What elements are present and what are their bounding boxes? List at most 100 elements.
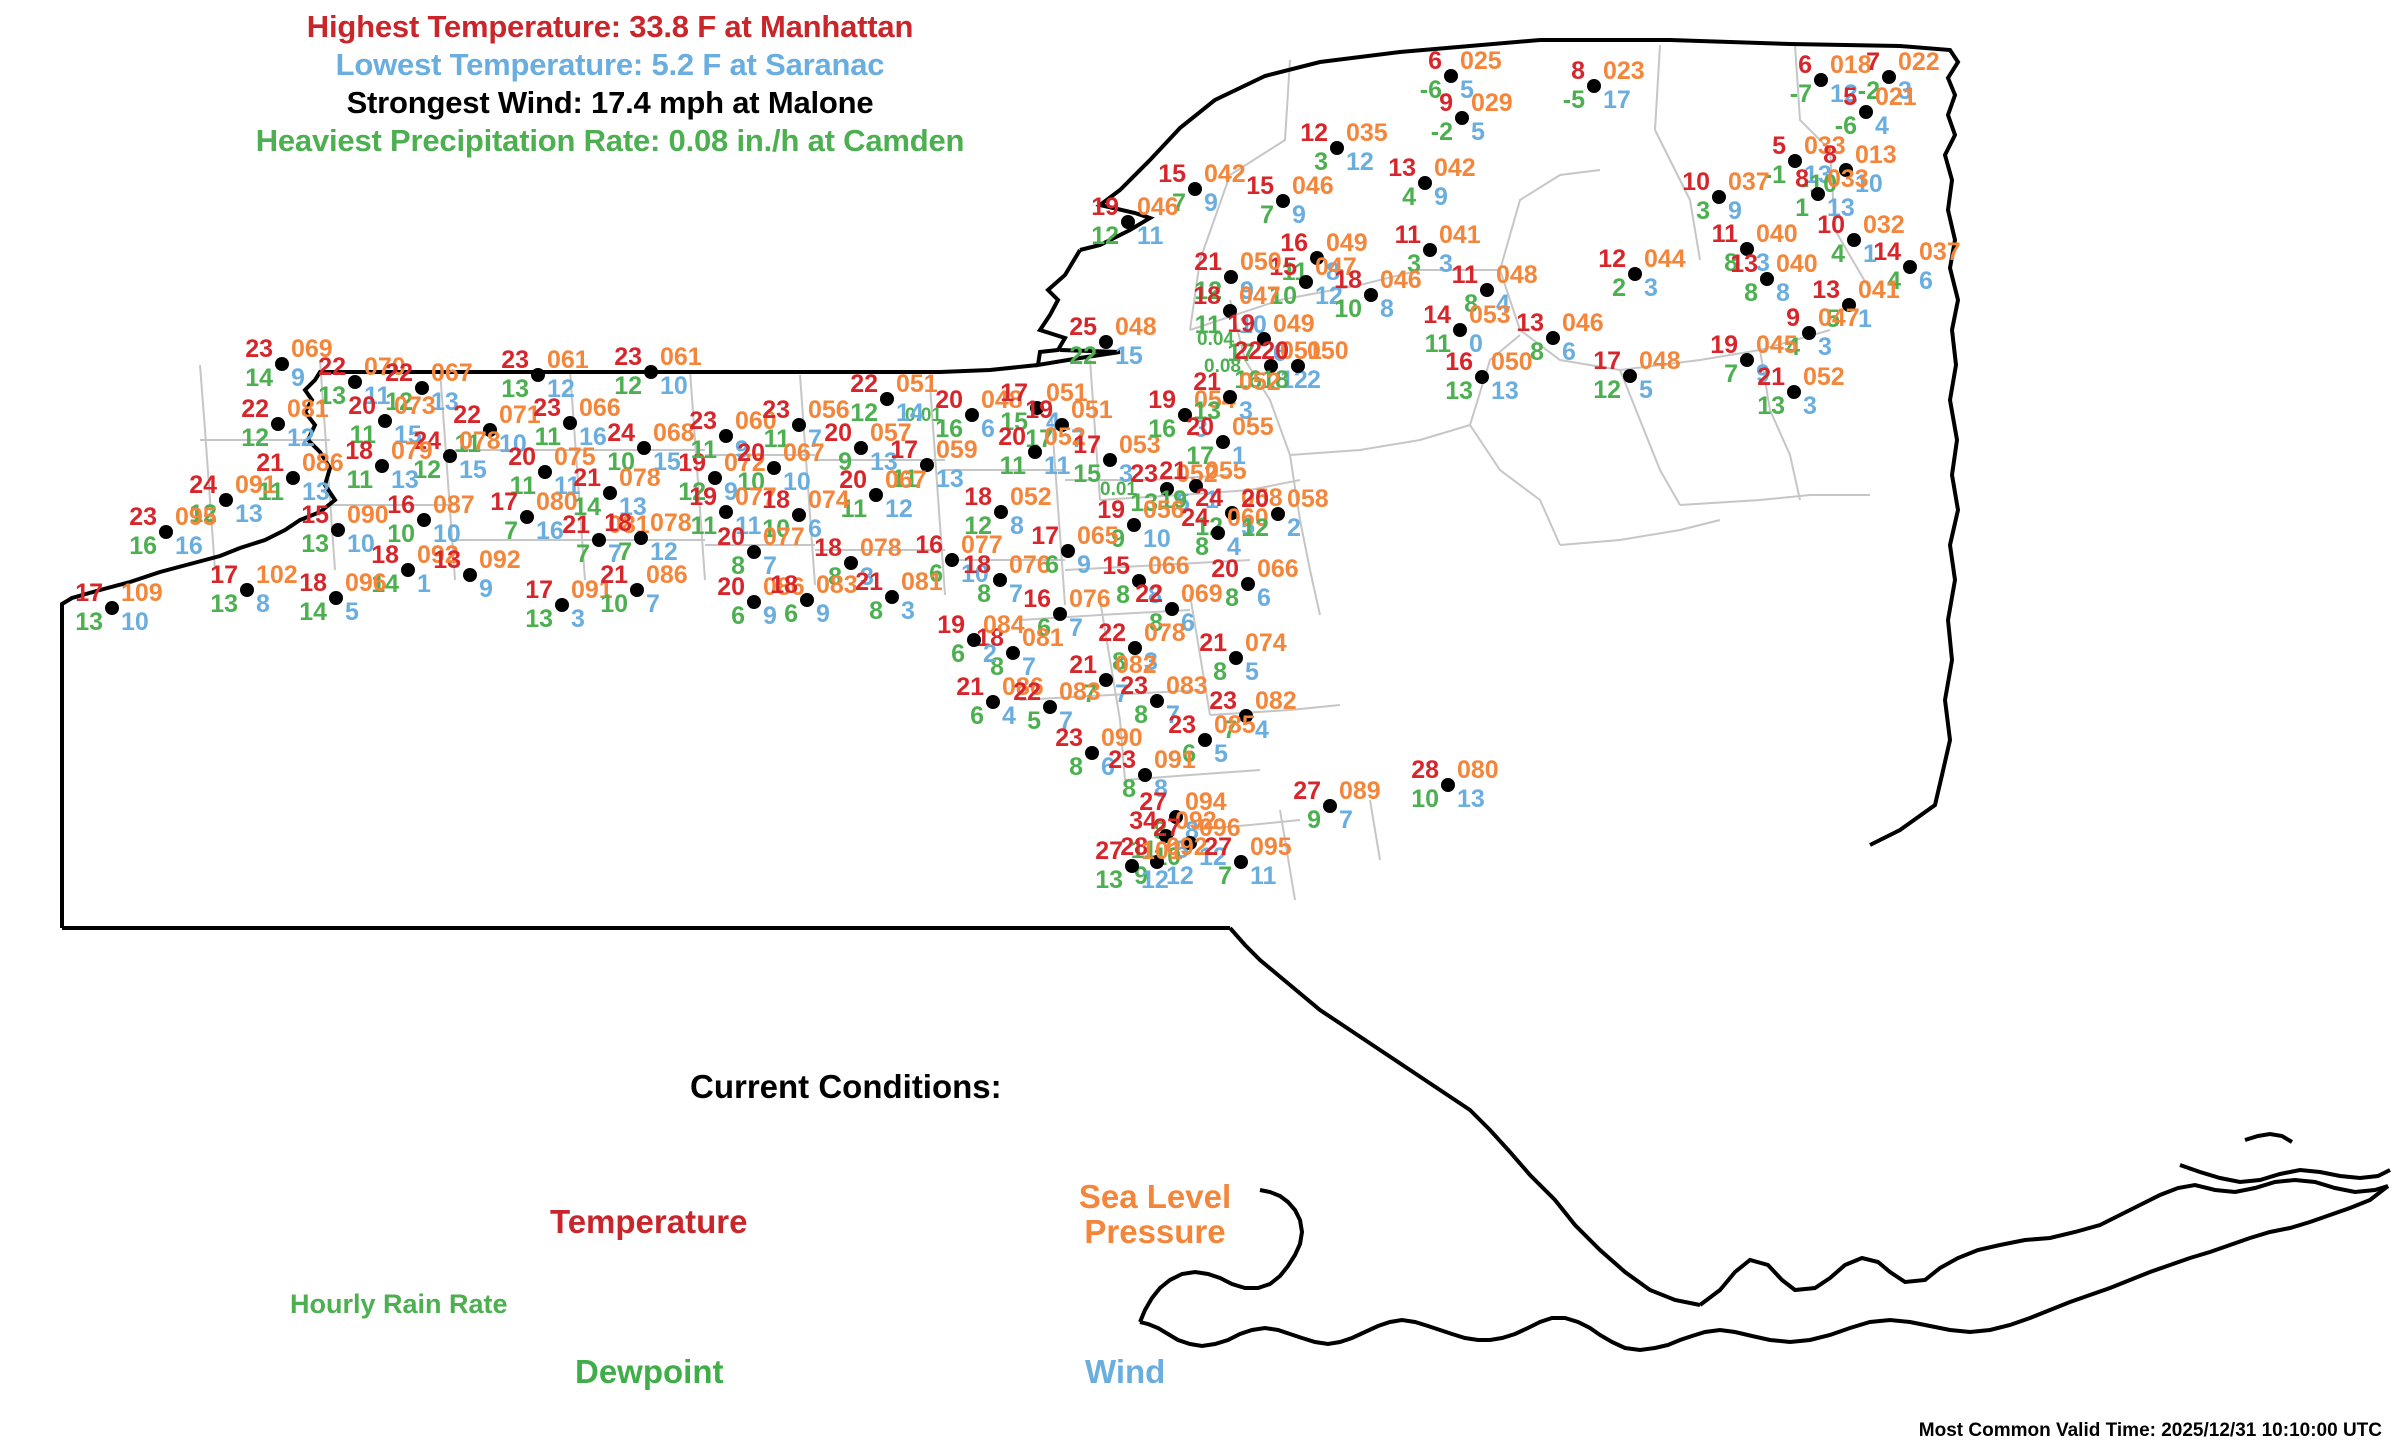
- station-wind-value: 11: [1250, 862, 1277, 890]
- station-wind-value: 2: [1307, 366, 1321, 394]
- station-wind-value: 1: [1232, 442, 1246, 470]
- station-dewpoint-value: 4: [1887, 267, 1901, 295]
- station-wind-value: 9: [724, 478, 738, 506]
- station-pressure-value: 055: [1232, 413, 1274, 441]
- station-temperature-value: 9: [1786, 304, 1800, 332]
- station-temperature-value: 23: [614, 343, 642, 371]
- station-pressure-value: 049: [1326, 229, 1368, 257]
- station-dewpoint-value: 7: [618, 538, 632, 566]
- station-wind-value: 8: [256, 590, 270, 618]
- station-temperature-value: 22: [850, 370, 878, 398]
- station-dot-icon: [1053, 607, 1067, 621]
- station-dot-icon: [1323, 799, 1337, 813]
- station-temperature-value: 20: [839, 466, 867, 494]
- station-temperature-value: 11: [1394, 221, 1421, 249]
- station-dewpoint-value: 1: [1795, 194, 1809, 222]
- station-dewpoint-value: 17: [1227, 339, 1255, 367]
- station-dot-icon: [1099, 673, 1113, 687]
- station-pressure-value: 023: [1603, 57, 1645, 85]
- station-pressure-value: 053: [1119, 431, 1161, 459]
- station-wind-value: 7: [1115, 680, 1129, 708]
- station-dot-icon: [1444, 69, 1458, 83]
- station-wind-value: 8: [1326, 258, 1340, 286]
- station-pressure-value: 022: [1898, 48, 1940, 76]
- station-dot-icon: [644, 365, 658, 379]
- station-wind-value: 9: [763, 602, 777, 630]
- station-dot-icon: [792, 418, 806, 432]
- station-wind-value: 13: [619, 493, 647, 521]
- station-dot-icon: [1006, 646, 1020, 660]
- station-dot-icon: [538, 465, 552, 479]
- station-wind-value: 12: [650, 538, 678, 566]
- station-dot-icon: [708, 471, 722, 485]
- station-temperature-value: 13: [1812, 276, 1840, 304]
- county-borders: [199, 44, 1871, 901]
- station-wind-value: 9: [816, 600, 830, 628]
- station-dot-icon: [1160, 482, 1174, 496]
- station-pressure-value: 067: [431, 359, 473, 387]
- station-pressure-value: 060: [1227, 504, 1269, 532]
- station-rain-rate-value: 0.01: [905, 405, 942, 426]
- station-wind-value: 9: [1756, 360, 1770, 388]
- station-temperature-value: 11: [1711, 220, 1738, 248]
- station-wind-value: 4: [1002, 702, 1016, 730]
- station-pressure-value: 056: [808, 396, 850, 424]
- station-temperature-value: 13: [1516, 309, 1544, 337]
- station-dot-icon: [920, 458, 934, 472]
- station-dewpoint-value: 15: [1000, 408, 1028, 436]
- station-dot-icon: [1814, 73, 1828, 87]
- station-dewpoint-value: 7: [1083, 680, 1097, 708]
- station-wind-value: 5: [1176, 489, 1190, 517]
- station-wind-value: 0: [1469, 330, 1483, 358]
- station-dot-icon: [719, 429, 733, 443]
- station-dewpoint-value: 6: [1037, 614, 1051, 642]
- station-dewpoint-value: 6: [1182, 740, 1196, 768]
- station-pressure-value: 052: [1239, 368, 1281, 396]
- station-pressure-value: 078: [650, 509, 692, 537]
- station-temperature-value: 8: [1795, 165, 1809, 193]
- station-temperature-value: 19: [1710, 331, 1738, 359]
- station-dot-icon: [1239, 709, 1253, 723]
- station-dot-icon: [1125, 859, 1139, 873]
- station-pressure-value: 045: [1756, 331, 1798, 359]
- station-dewpoint-value: 13: [1095, 866, 1123, 894]
- station-dot-icon: [634, 531, 648, 545]
- station-dot-icon: [1802, 326, 1816, 340]
- station-temperature-value: 23: [1130, 460, 1158, 488]
- station-temperature-value: 18: [964, 483, 992, 511]
- station-dot-icon: [1628, 267, 1642, 281]
- station-temperature-value: 11: [1451, 261, 1478, 289]
- station-dot-icon: [1546, 331, 1560, 345]
- station-temperature-value: 22: [1234, 337, 1262, 365]
- station-wind-value: 11: [554, 472, 581, 500]
- station-wind-value: 7: [1166, 701, 1180, 729]
- station-dot-icon: [1225, 506, 1239, 520]
- station-pressure-value: 051: [896, 370, 938, 398]
- station-dewpoint-value: 13: [75, 608, 103, 636]
- station-rain-rate-value: 0.04: [1197, 329, 1234, 350]
- station-dewpoint-value: 14: [299, 598, 327, 626]
- station-pressure-value: 085: [1214, 711, 1256, 739]
- station-dot-icon: [1216, 435, 1230, 449]
- station-temperature-value: 13: [1388, 154, 1416, 182]
- station-dewpoint-value: 14: [245, 364, 273, 392]
- station-pressure-value: 066: [579, 394, 621, 422]
- station-pressure-value: 090: [1101, 724, 1143, 752]
- station-dewpoint-value: 13: [1445, 377, 1473, 405]
- station-temperature-value: 22: [241, 395, 269, 423]
- station-dot-icon: [719, 505, 733, 519]
- station-dewpoint-value: 12: [385, 388, 413, 416]
- station-wind-value: 3: [901, 597, 915, 625]
- station-wind-value: 12: [1141, 866, 1169, 894]
- station-temperature-value: 18: [1334, 266, 1362, 294]
- station-dewpoint-value: 11: [509, 472, 536, 500]
- station-dot-icon: [1030, 401, 1044, 415]
- station-pressure-value: 069: [291, 335, 333, 363]
- station-dewpoint-value: 8: [990, 653, 1004, 681]
- station-pressure-value: 059: [936, 436, 978, 464]
- station-wind-value: 13: [1491, 377, 1519, 405]
- station-dewpoint-value: 8: [869, 597, 883, 625]
- station-dot-icon: [1028, 445, 1042, 459]
- station-temperature-value: 16: [915, 531, 943, 559]
